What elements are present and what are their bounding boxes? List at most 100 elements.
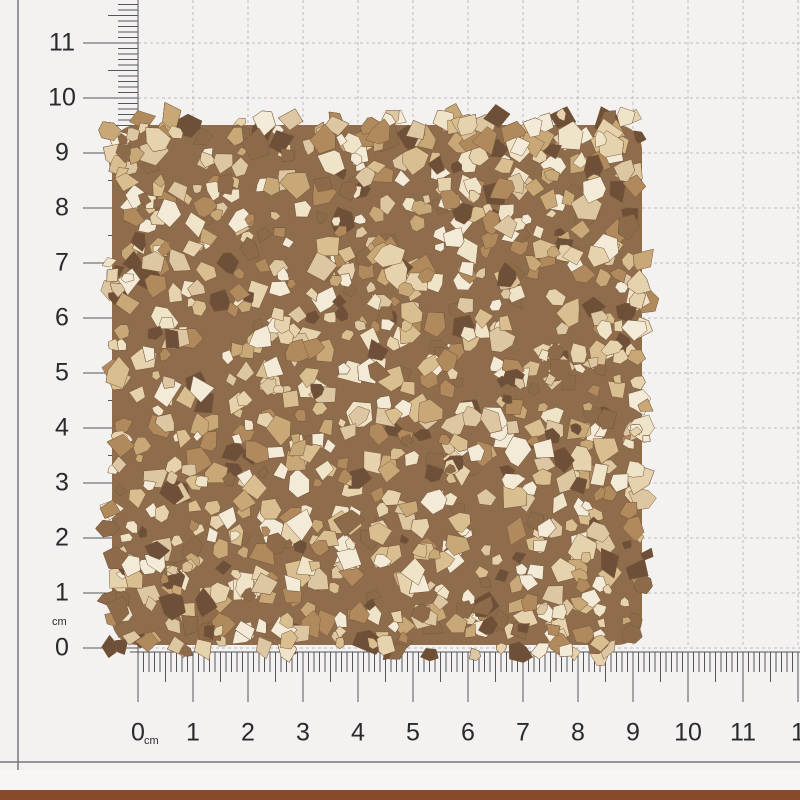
mushroom-piece bbox=[336, 468, 353, 485]
mushroom-piece bbox=[363, 598, 376, 611]
mushroom-piece bbox=[273, 227, 286, 239]
mushroom-piece bbox=[469, 647, 481, 661]
mushroom-piece bbox=[129, 110, 157, 131]
mushroom-piece bbox=[193, 127, 214, 145]
mushroom-piece bbox=[331, 216, 341, 227]
mushroom-piece bbox=[257, 465, 269, 478]
mushroom-piece bbox=[595, 268, 612, 288]
mushroom-piece bbox=[337, 417, 347, 429]
mushroom-piece bbox=[532, 224, 545, 240]
mushroom-piece bbox=[293, 200, 312, 218]
mushroom-piece bbox=[288, 468, 310, 499]
mushroom-piece bbox=[221, 349, 234, 365]
mushroom-piece bbox=[237, 300, 253, 313]
mushroom-piece bbox=[551, 603, 567, 620]
mushroom-piece bbox=[281, 236, 295, 249]
mushroom-piece bbox=[230, 569, 242, 580]
mushroom-piece bbox=[523, 418, 548, 439]
mushroom-piece bbox=[400, 301, 423, 324]
mushroom-piece bbox=[101, 257, 118, 268]
mushroom-piece bbox=[545, 288, 567, 306]
mushroom-piece bbox=[569, 476, 588, 495]
mushroom-piece bbox=[244, 418, 254, 431]
mushroom-piece bbox=[244, 213, 255, 226]
mushroom-piece bbox=[506, 516, 527, 546]
mushroom-piece bbox=[114, 484, 127, 497]
mushroom-piece bbox=[282, 389, 300, 409]
mushroom-piece bbox=[521, 213, 533, 225]
mushroom-piece bbox=[524, 255, 543, 272]
vertical-ruler-label: 0 bbox=[55, 633, 69, 662]
mushroom-piece bbox=[236, 390, 253, 406]
mushroom-piece bbox=[571, 625, 596, 645]
mushroom-piece bbox=[311, 402, 328, 416]
mushroom-piece bbox=[434, 242, 445, 253]
mushroom-piece bbox=[167, 125, 184, 139]
mushroom-piece bbox=[452, 202, 474, 225]
mushroom-piece bbox=[417, 399, 444, 424]
mushroom-piece bbox=[609, 473, 629, 493]
mushroom-piece bbox=[412, 429, 432, 442]
mushroom-piece bbox=[266, 532, 288, 555]
mushroom-piece bbox=[427, 155, 446, 175]
mushroom-piece bbox=[386, 619, 400, 634]
mushroom-piece bbox=[436, 348, 458, 372]
mushroom-piece bbox=[424, 463, 445, 483]
mushroom-piece bbox=[166, 470, 179, 486]
mushroom-piece bbox=[184, 211, 207, 239]
mushroom-piece bbox=[323, 311, 337, 323]
mushroom-piece bbox=[572, 151, 588, 169]
mushroom-piece bbox=[272, 384, 285, 394]
mushroom-piece bbox=[113, 324, 130, 341]
mushroom-piece bbox=[581, 500, 594, 511]
mushroom-piece bbox=[329, 274, 342, 287]
mushroom-piece bbox=[581, 296, 607, 318]
mushroom-piece bbox=[268, 259, 289, 277]
mushroom-piece bbox=[254, 257, 271, 273]
mushroom-piece bbox=[316, 149, 346, 176]
vertical-ruler-label: 8 bbox=[55, 193, 69, 222]
mushroom-piece bbox=[212, 538, 229, 560]
mushroom-piece bbox=[583, 154, 604, 176]
mushroom-piece bbox=[101, 634, 118, 659]
vertical-ruler-label: 1 bbox=[55, 578, 69, 607]
horizontal-ruler-label: 11 bbox=[730, 718, 756, 747]
mushroom-piece bbox=[621, 319, 648, 342]
mushroom-piece bbox=[115, 292, 141, 315]
mushroom-piece bbox=[440, 411, 468, 436]
mushroom-piece bbox=[151, 370, 161, 381]
horizontal-ruler-label: 7 bbox=[516, 718, 530, 747]
mushroom-piece bbox=[187, 278, 206, 297]
mushroom-piece bbox=[555, 297, 580, 328]
mushroom-piece bbox=[142, 480, 157, 491]
mushroom-piece bbox=[377, 460, 401, 484]
mushroom-piece bbox=[570, 423, 582, 436]
mushroom-piece bbox=[582, 401, 594, 411]
vertical-ruler-label: 4 bbox=[55, 413, 69, 442]
mushroom-piece bbox=[479, 577, 492, 588]
mushroom-piece bbox=[501, 394, 513, 405]
mushroom-piece bbox=[141, 251, 165, 273]
mushroom-piece bbox=[355, 225, 369, 239]
mushroom-piece bbox=[168, 248, 192, 272]
mushroom-piece bbox=[607, 381, 626, 399]
mushroom-piece bbox=[580, 552, 591, 564]
mushroom-piece bbox=[569, 219, 591, 240]
mushroom-piece bbox=[539, 188, 558, 211]
mushroom-piece bbox=[305, 310, 320, 325]
vertical-ruler-label: 3 bbox=[55, 468, 69, 497]
mushroom-piece bbox=[522, 117, 543, 138]
vertical-ruler-label: 6 bbox=[55, 303, 69, 332]
mushroom-piece bbox=[132, 437, 152, 456]
mushroom-piece bbox=[111, 455, 127, 474]
mushroom-piece bbox=[323, 438, 337, 454]
mushroom-piece bbox=[556, 107, 567, 122]
mushroom-piece bbox=[309, 123, 336, 154]
mushroom-piece bbox=[478, 615, 499, 635]
mushroom-piece bbox=[506, 420, 520, 435]
mushroom-piece bbox=[494, 568, 509, 583]
mushroom-piece bbox=[164, 328, 180, 349]
mushroom-piece bbox=[489, 298, 503, 312]
mushroom-piece bbox=[122, 207, 146, 227]
mushroom-piece bbox=[236, 546, 249, 559]
